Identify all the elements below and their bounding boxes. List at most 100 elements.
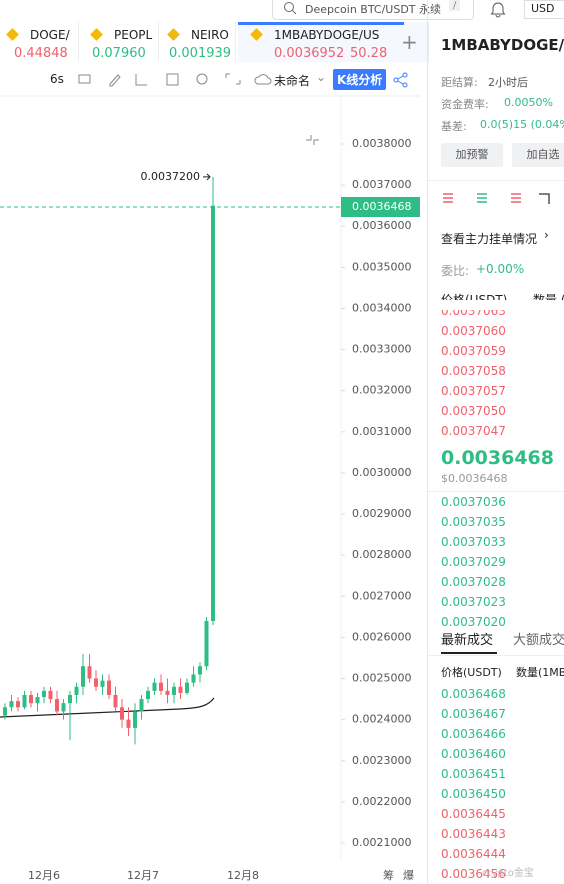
tab-price: 0.001939: [169, 46, 232, 61]
toolbar-icons[interactable]: [76, 70, 246, 90]
y-tick-label: 0.0021000: [352, 836, 412, 849]
trade-price: 0.0036450: [441, 787, 506, 801]
interval[interactable]: 6s: [50, 72, 64, 86]
y-tick-label: 0.0030000: [352, 466, 412, 479]
last-price-label: 0.0036468: [352, 200, 412, 213]
corner-label: 筹: [383, 868, 394, 882]
high-label: 0.0037200: [141, 170, 201, 183]
layout-name[interactable]: 未命名: [274, 74, 311, 88]
bell-icon[interactable]: [489, 0, 507, 18]
bid-price: 0.0037023: [441, 595, 506, 609]
tab-name: NEIRO: [191, 28, 229, 42]
y-tick-label: 0.0034000: [352, 301, 412, 314]
last-price: 0.0036468: [441, 447, 554, 469]
tab-price: 0.44848: [14, 46, 68, 61]
ask-price: 0.0037057: [441, 384, 506, 398]
ask-mask: [428, 300, 564, 310]
candle-body: [204, 620, 209, 667]
cloud-icon: [254, 74, 272, 85]
candle-body: [55, 699, 59, 712]
x-tick-label: 12月7: [127, 869, 159, 882]
share-icon[interactable]: [393, 72, 409, 88]
trade-price: 0.0036456: [441, 867, 506, 881]
search-placeholder: Deepcoin BTC/USDT 永续: [305, 3, 442, 16]
y-tick-label: 0.0035000: [352, 260, 412, 273]
y-tick-label: 0.0028000: [352, 548, 412, 561]
y-tick-label: 0.0033000: [352, 343, 412, 356]
y-tick-label: 0.0029000: [352, 507, 412, 520]
y-tick-label: 0.0036000: [352, 219, 412, 232]
candle-body: [133, 711, 137, 728]
y-tick-label: 0.0037000: [352, 178, 412, 191]
y-tick-label: 0.0032000: [352, 384, 412, 397]
candle-body: [9, 701, 14, 708]
shortcut: /: [449, 0, 461, 11]
bid-price: 0.0037029: [441, 555, 506, 569]
bid-price: 0.0037036: [441, 495, 506, 509]
trade-price: 0.0036460: [441, 747, 506, 761]
trade-price: 0.0036445: [441, 807, 506, 821]
tab-underline: [441, 652, 497, 654]
add-tab[interactable]: +: [401, 30, 418, 54]
search-box[interactable]: Deepcoin BTC/USDT 永续 /: [272, 0, 474, 20]
candle-body: [120, 707, 124, 720]
tab-price: 0.07960: [92, 46, 146, 61]
candle-body: [211, 205, 215, 621]
tab-change: 50.28: [350, 46, 388, 61]
book-view-icons[interactable]: [441, 191, 561, 207]
candle-body: [74, 686, 79, 695]
currency-select[interactable]: USD: [524, 0, 564, 19]
trade-price: 0.0036451: [441, 767, 506, 781]
fullscreen-icon[interactable]: [306, 135, 319, 145]
candle-body: [113, 694, 118, 708]
watchlist-button[interactable]: 加自选: [512, 143, 564, 167]
candle-body: [172, 686, 176, 695]
y-tick-label: 0.0024000: [352, 713, 412, 726]
tab[interactable]: NEIRO 0.001939: [161, 22, 236, 62]
depth-link[interactable]: 查看主力挂单情况: [441, 232, 538, 246]
trade-tab-active[interactable]: 最新成交: [441, 633, 494, 648]
tab[interactable]: DOGE/0.44848: [0, 22, 79, 62]
ask-price: 0.0037050: [441, 404, 506, 418]
info-value: 0.0050%: [504, 96, 553, 109]
candle-body: [165, 690, 170, 695]
search-icon: [284, 2, 297, 15]
y-tick-label: 0.0023000: [352, 754, 412, 767]
tab-price: 0.0036952: [274, 46, 345, 61]
currency: USD: [531, 2, 555, 15]
candle-body: [100, 680, 105, 687]
ask-price: 0.0037059: [441, 344, 506, 358]
trade-tab[interactable]: 大额成交: [513, 633, 564, 648]
y-tick-label: 0.0031000: [352, 425, 412, 438]
candle-body: [146, 690, 150, 700]
info-label: 资金费率:: [441, 98, 489, 111]
bid-price: 0.0037028: [441, 575, 506, 589]
divider: [428, 180, 564, 181]
candle-body: [29, 694, 33, 704]
side-panel: 1MBABYDOGE/US 加预警 加自选 查看主力挂单情况 › 委比: +0.…: [427, 0, 564, 884]
candle-body: [178, 686, 183, 693]
chart-bg: [0, 0, 420, 884]
trade-price: 0.0036443: [441, 827, 506, 841]
kline-button[interactable]: K线分析: [333, 69, 387, 90]
trade-header: 价格(USDT): [441, 666, 502, 679]
info-value: 0.0(5)15 (0.04%: [480, 118, 564, 131]
tab[interactable]: 1MBABYDOGE/US 0.0036952 50.28: [238, 22, 429, 62]
coin-icon: [90, 28, 103, 41]
candle-body: [94, 678, 98, 687]
candle-body: [152, 682, 157, 691]
bid-price: 0.0037033: [441, 535, 506, 549]
candle-body: [42, 690, 46, 698]
y-tick-label: 0.0025000: [352, 672, 412, 685]
alert-button[interactable]: 加预警: [441, 143, 503, 167]
candle-body: [185, 682, 189, 693]
ask-price: 0.0037058: [441, 364, 506, 378]
tab[interactable]: PEOPL 0.07960: [84, 22, 159, 62]
depth-link-arrow[interactable]: ›: [544, 228, 549, 242]
candle-body: [126, 719, 131, 728]
candle-body: [87, 666, 92, 679]
coin-icon: [6, 28, 19, 41]
info-value: 2小时后: [488, 76, 528, 89]
coin-icon: [167, 28, 180, 41]
layout-caret[interactable]: ⌄: [316, 70, 327, 84]
